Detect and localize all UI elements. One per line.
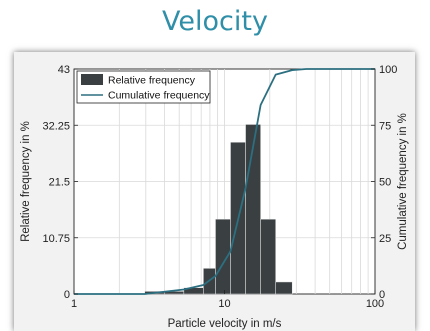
y2-axis-label: Cumulative frequency in % <box>397 113 409 250</box>
legend-swatch-relative <box>81 74 103 85</box>
y-tick-label: 32.25 <box>42 120 70 132</box>
legend-label-cumulative: Cumulative frequency <box>108 90 210 102</box>
y-tick-label: 0 <box>64 289 70 301</box>
y2-tick-label: 100 <box>379 64 397 76</box>
y2-tick-label: 0 <box>379 289 385 301</box>
velocity-chart: 0 10.75 21.5 32.25 43 0 25 50 75 100 1 10 100 Partic… <box>20 64 409 330</box>
ticks: 0 10.75 21.5 32.25 43 0 25 50 75 100 1 10 100 <box>42 64 397 310</box>
histogram-bar <box>275 281 293 295</box>
legend: Relative frequency Cumulative frequency <box>76 70 211 104</box>
y-tick-label: 43 <box>58 64 70 76</box>
chart-frame: 0 10.75 21.5 32.25 43 0 25 50 75 100 1 10 100 Partic… <box>14 52 415 331</box>
x-axis-label: Particle velocity in m/s <box>168 318 282 330</box>
cumulative-frequency-line <box>74 68 375 295</box>
y-tick-label: 21.5 <box>49 177 70 189</box>
slide-title: Velocity <box>162 6 268 37</box>
y-tick-label: 10.75 <box>42 233 70 245</box>
legend-label-relative: Relative frequency <box>108 75 196 87</box>
x-tick-label: 10 <box>218 298 230 310</box>
x-tick-label: 1 <box>71 298 77 310</box>
cumulative-line-group <box>74 68 375 295</box>
y-axis-label: Relative frequency in % <box>20 121 32 242</box>
y2-tick-label: 75 <box>379 120 391 132</box>
y2-tick-label: 25 <box>379 233 391 245</box>
x-tick-label: 100 <box>366 298 384 310</box>
histogram-bar <box>260 218 276 295</box>
y2-tick-label: 50 <box>379 177 391 189</box>
